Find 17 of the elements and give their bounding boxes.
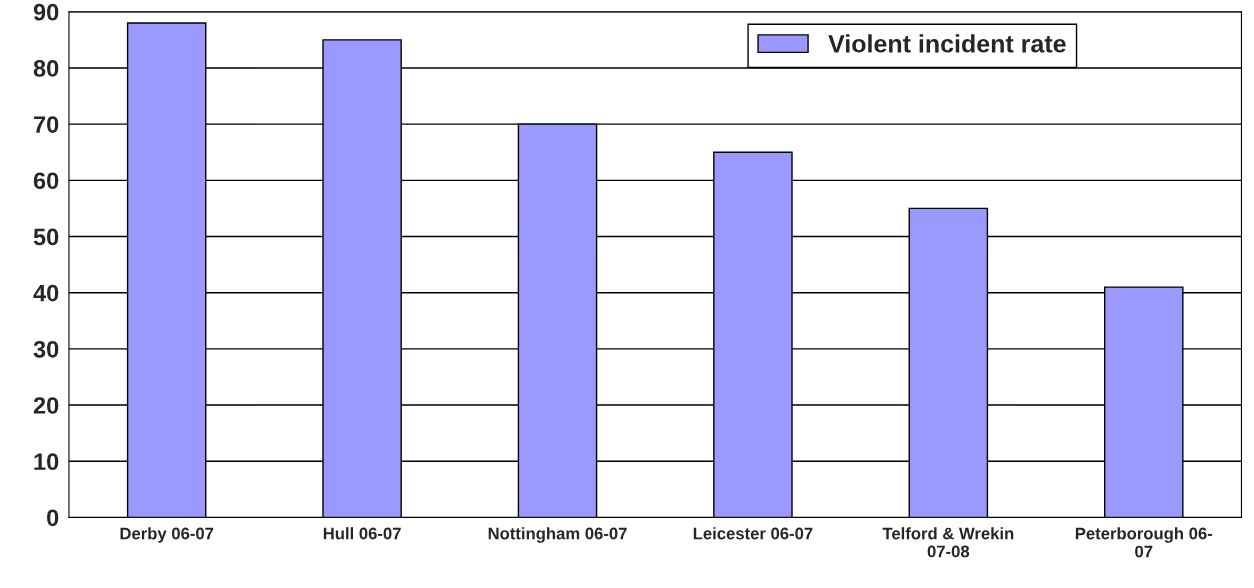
y-tick-label: 0 bbox=[47, 509, 59, 527]
x-tick-label: Derby 06-07 bbox=[120, 527, 214, 543]
x-tick-label: Telford & Wrekin 07-08 bbox=[882, 527, 1014, 558]
x-tick-label: Leicester 06-07 bbox=[693, 527, 813, 540]
y-tick-label: 50 bbox=[33, 228, 59, 246]
y-tick-label: 20 bbox=[33, 397, 59, 414]
y-tick-label: 70 bbox=[34, 116, 59, 133]
y-tick-label: 40 bbox=[33, 284, 59, 302]
y-tick-label: 30 bbox=[33, 340, 59, 358]
y-tick-label: 60 bbox=[33, 172, 59, 190]
legend-label: Violent incident rate bbox=[828, 34, 1066, 53]
x-tick-label: Nottingham 06-07 bbox=[488, 527, 627, 543]
y-tick-label: 10 bbox=[34, 453, 59, 471]
y-tick-label: 80 bbox=[33, 60, 59, 77]
x-tick-label: Peterborough 06- 07 bbox=[1075, 527, 1213, 558]
y-tick-label: 90 bbox=[33, 3, 59, 21]
x-tick-label: Hull 06-07 bbox=[323, 527, 401, 540]
